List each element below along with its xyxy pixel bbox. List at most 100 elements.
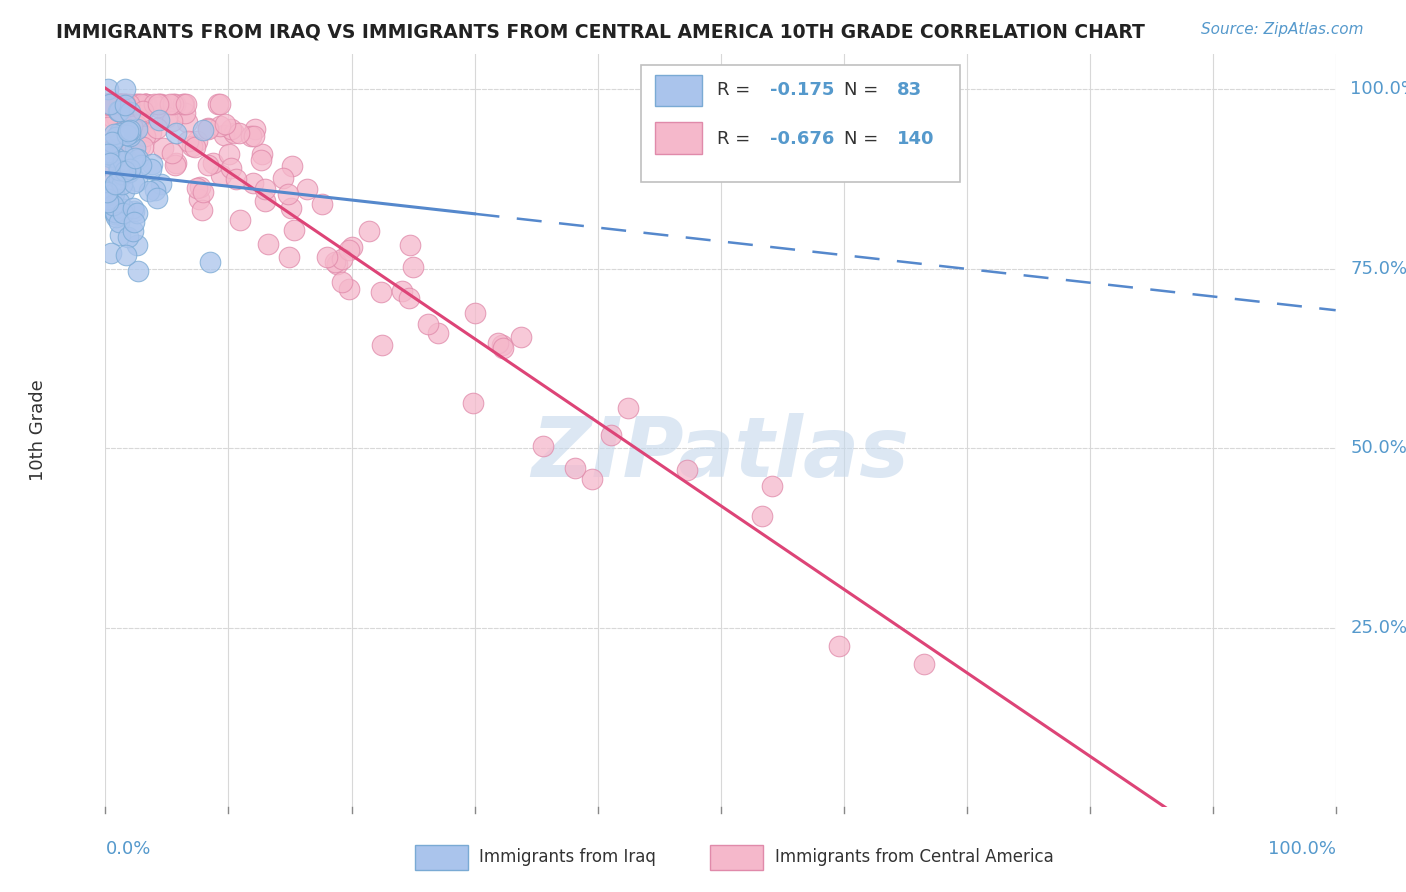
Point [104,201,127,215]
Point [117,124,139,138]
Point [101,142,124,156]
Point [103,128,125,142]
Point [110,96,132,111]
Point [129,96,152,111]
Point [107,158,129,172]
Point [183,139,205,153]
Text: 50.0%: 50.0% [1350,440,1406,458]
Point [174,96,197,111]
Point [110,96,132,111]
FancyBboxPatch shape [641,65,960,182]
Point [112,205,135,219]
Point [197,120,219,135]
Point [165,126,187,140]
Point [98,96,121,111]
Point [139,161,162,176]
Text: 83: 83 [897,81,921,99]
Point [186,181,208,195]
Point [229,213,252,227]
Text: Immigrants from Iraq: Immigrants from Iraq [479,848,657,866]
Point [187,192,209,206]
Point [98,156,121,170]
Point [96,96,118,111]
Point [401,260,423,275]
Point [193,185,215,199]
Point [104,96,127,111]
Point [110,145,132,159]
Point [295,182,318,196]
Point [486,336,509,351]
Point [249,153,271,167]
Point [122,204,145,219]
Text: Source: ZipAtlas.com: Source: ZipAtlas.com [1201,22,1364,37]
Point [127,122,149,136]
Point [124,215,146,229]
Point [114,96,136,111]
Point [114,124,136,138]
Point [214,117,236,131]
Point [156,110,179,124]
Point [100,245,122,260]
Point [243,121,266,136]
Text: 100.0%: 100.0% [1350,80,1406,98]
Point [148,96,170,111]
Point [125,206,148,220]
Point [242,176,264,190]
Point [912,657,935,671]
Point [600,428,623,442]
Point [165,155,187,169]
Point [108,126,131,140]
Text: Immigrants from Central America: Immigrants from Central America [775,848,1053,866]
Point [134,129,156,144]
Point [114,164,136,178]
Point [111,155,134,169]
Point [111,96,134,111]
Point [145,191,167,205]
Point [160,146,183,161]
Point [461,396,484,410]
Point [617,401,640,416]
Point [176,114,198,128]
Point [186,135,208,149]
Point [209,168,232,182]
Point [761,478,783,492]
Point [280,201,302,215]
Point [108,96,131,111]
Point [118,96,141,111]
Point [114,98,136,112]
Point [143,183,166,197]
Text: 75.0%: 75.0% [1350,260,1406,278]
Text: 100.0%: 100.0% [1268,839,1336,857]
Point [218,147,240,161]
Point [277,250,299,264]
Point [148,100,170,114]
Point [111,167,134,181]
Point [257,236,280,251]
Point [188,180,211,194]
Point [134,96,156,111]
Point [97,82,120,96]
Point [104,150,127,164]
FancyBboxPatch shape [655,122,702,153]
Point [209,97,232,112]
Point [359,224,381,238]
Point [98,96,121,111]
Point [281,159,304,173]
Point [330,275,353,289]
Point [141,125,163,139]
Point [122,176,145,190]
Point [311,197,333,211]
Point [101,198,124,212]
Point [152,140,174,154]
Point [254,194,277,209]
Point [105,211,128,225]
Point [104,111,127,125]
Point [104,205,127,219]
Point [208,119,231,133]
Point [98,150,121,164]
Point [101,96,124,111]
Point [101,110,124,124]
Point [101,184,124,198]
Point [127,264,149,278]
Point [254,182,277,196]
